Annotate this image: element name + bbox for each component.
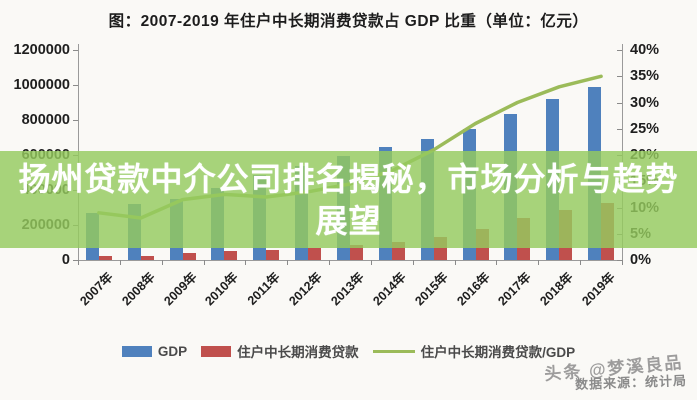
x-axis-tick	[245, 260, 247, 265]
loans-bar	[308, 248, 322, 260]
y-axis-left-tick	[73, 50, 78, 51]
legend-item-gdp: GDP	[121, 343, 188, 359]
loans-bar	[182, 253, 196, 260]
x-axis-tick	[329, 260, 331, 265]
y-axis-right-tick	[617, 260, 622, 261]
legend-label-loans: 住户中长期消费贷款	[237, 345, 359, 360]
loans-bar	[98, 255, 112, 260]
y-axis-right-tick	[617, 76, 622, 78]
x-axis-tick	[496, 260, 498, 265]
x-axis-tick	[580, 260, 582, 265]
loans-bar	[350, 244, 363, 260]
banner-text-line-1: 扬州贷款中介公司排名揭秘，市场分析与趋势	[18, 160, 679, 197]
y-axis-left-label: 1200000	[13, 42, 70, 58]
y-axis-left-tick	[73, 120, 78, 121]
x-axis-tick	[161, 260, 163, 265]
loans-bar	[224, 251, 238, 260]
overlay-banner: 扬州贷款中介公司排名揭秘，市场分析与趋势 展望	[0, 151, 697, 248]
y-axis-right-label: 25%	[630, 120, 660, 137]
x-axis-tick	[538, 260, 540, 265]
y-axis-right-tick	[617, 128, 622, 130]
x-axis-tick	[78, 260, 79, 265]
y-axis-right-label: 35%	[630, 68, 660, 85]
x-axis-tick	[203, 260, 205, 265]
y-axis-right-tick	[617, 102, 622, 104]
y-axis-right-label: 40%	[630, 42, 660, 58]
banner-text-line-2: 展望	[315, 202, 382, 239]
loans-bar	[266, 249, 280, 260]
y-axis-left-tick	[73, 260, 78, 261]
y-axis-right-tick	[617, 50, 622, 51]
y-axis-left-tick	[73, 85, 78, 86]
legend: GDP 住户中长期消费贷款 住户中长期消费贷款/GDP	[0, 341, 697, 361]
x-axis-tick	[370, 260, 372, 265]
y-axis-right-label: 0%	[630, 252, 651, 268]
x-axis-tick	[287, 260, 289, 265]
x-axis	[78, 260, 623, 261]
loans-swatch-icon	[201, 345, 232, 357]
chart-title: 图：2007-2019 年住户中长期消费贷款占 GDP 比重（单位：亿元）	[108, 13, 589, 30]
ratio-line-swatch-icon	[372, 349, 415, 353]
legend-item-ratio: 住户中长期消费贷款/GDP	[372, 341, 576, 361]
y-axis-left-label: 0	[61, 252, 70, 268]
x-axis-tick	[412, 260, 414, 265]
gdp-swatch-icon	[121, 345, 152, 357]
x-axis-tick	[622, 260, 623, 265]
legend-label-gdp: GDP	[157, 343, 188, 359]
x-axis-tick	[119, 260, 121, 265]
y-axis-left-label: 1000000	[13, 77, 70, 93]
loans-bar	[140, 255, 154, 260]
legend-item-loans: 住户中长期消费贷款	[201, 341, 359, 361]
x-axis-tick	[454, 260, 456, 265]
y-axis-right-label: 30%	[630, 94, 660, 111]
y-axis-left-label: 800000	[21, 112, 70, 128]
legend-label-ratio: 住户中长期消费贷款/GDP	[420, 345, 576, 360]
